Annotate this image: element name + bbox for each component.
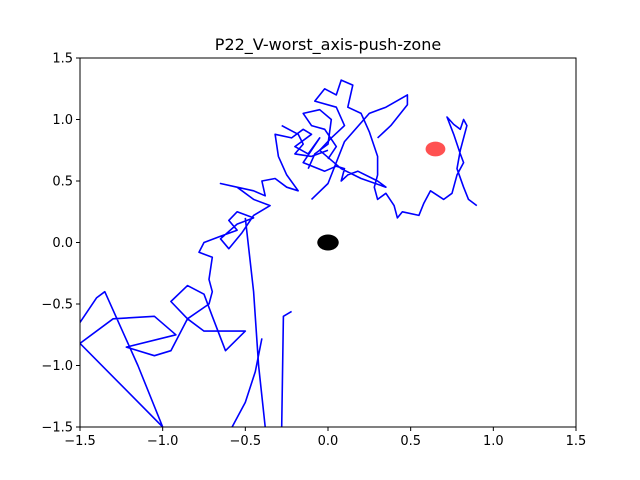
trajectory-line-2 (244, 217, 266, 427)
y-tick-label: −1.0 (41, 359, 73, 374)
y-tick-label: −1.5 (41, 421, 73, 436)
x-tick-label: 0.0 (318, 434, 339, 449)
origin-marker (317, 234, 339, 251)
trajectory-line-1 (80, 79, 478, 427)
trajectory-line-6 (302, 108, 338, 170)
chart-title: P22_V-worst_axis-push-zone (215, 35, 441, 55)
x-tick-label: 0.5 (400, 434, 421, 449)
series-layer (80, 79, 478, 427)
y-tick-label: 1.5 (52, 52, 73, 67)
x-tick-label: −1.5 (64, 434, 96, 449)
trajectory-line-7 (281, 124, 329, 158)
x-tick-label: 1.0 (483, 434, 504, 449)
target-marker (425, 141, 446, 157)
trajectory-line-5 (310, 94, 409, 200)
y-tick-label: 0.5 (52, 175, 73, 190)
x-axis: −1.5 −1.0 −0.5 0.0 0.5 1.0 1.5 (64, 427, 586, 449)
y-axis: −1.5 −1.0 −0.5 0.0 0.5 1.0 1.5 (41, 52, 80, 436)
x-tick-label: −1.0 (147, 434, 179, 449)
y-tick-label: −0.5 (41, 298, 73, 313)
y-tick-label: 1.0 (52, 113, 73, 128)
trajectory-line-3 (280, 310, 293, 427)
trajectory-line-4 (231, 338, 263, 427)
y-tick-label: 0.0 (52, 236, 73, 251)
x-tick-label: 1.5 (566, 434, 587, 449)
marker-layer (317, 141, 446, 251)
x-tick-label: −0.5 (230, 434, 262, 449)
